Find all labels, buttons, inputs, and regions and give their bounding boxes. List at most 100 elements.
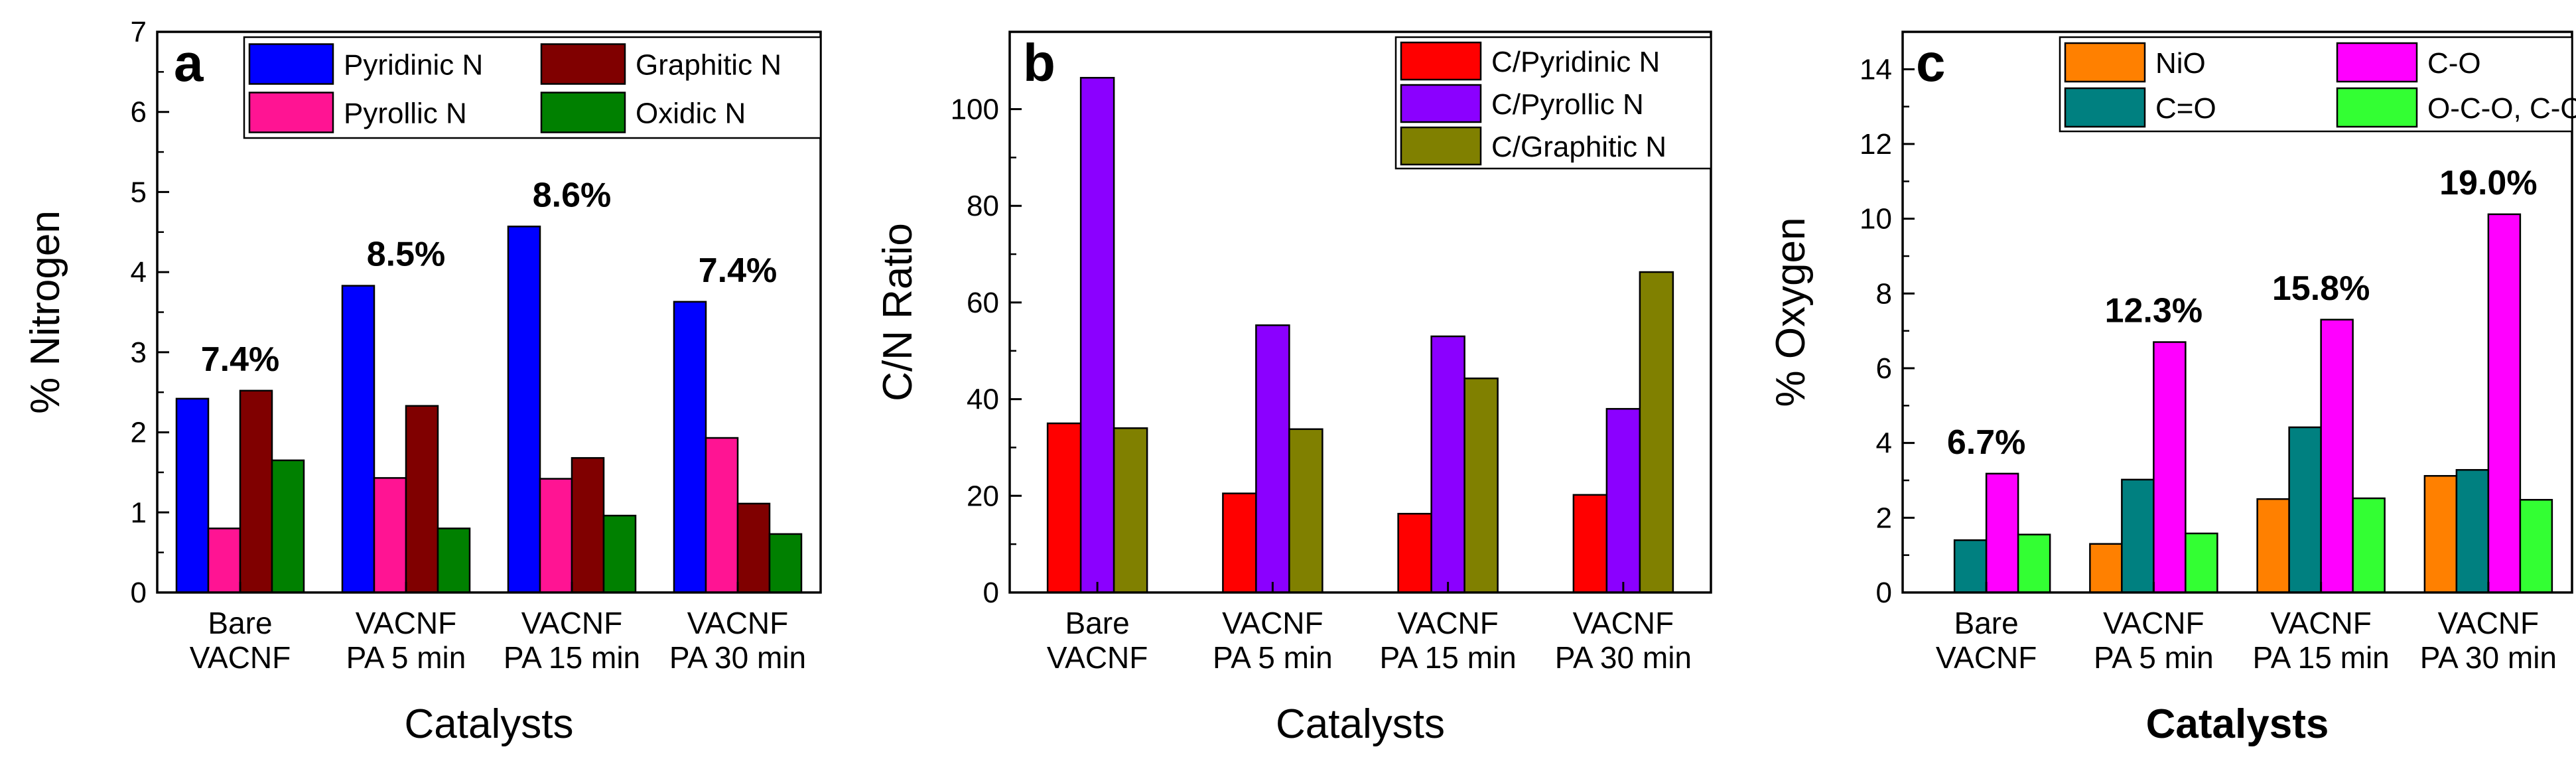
legend-swatch [1400, 41, 1482, 81]
legend-swatch [2336, 42, 2418, 83]
legend-label: Pyridinic N [344, 49, 483, 82]
legend-label: C/Pyridinic N [1491, 46, 1660, 78]
bar-c-o-4 [2487, 213, 2522, 594]
x-tick-label: VACNF [521, 606, 623, 640]
plot-frame [1008, 31, 1712, 594]
bar-oxidic-n-2 [437, 527, 471, 594]
bar-c-o-3 [2288, 426, 2322, 594]
bar-c-o-2 [2153, 341, 2187, 594]
bar-c-pyrollic-n-3 [1430, 335, 1465, 594]
legend-swatch [1400, 126, 1482, 166]
legend-label: O-C-O, C-O-H [2427, 92, 2576, 125]
y-tick-label: 4 [1876, 427, 1892, 460]
x-tick-label: PA 15 min [2252, 640, 2389, 675]
legend-box [243, 36, 822, 139]
y-tick-label: 0 [983, 577, 999, 609]
plot-frame [1901, 31, 2573, 594]
y-tick-label: 8 [1876, 277, 1892, 310]
bar-graphitic-n-2 [405, 405, 439, 594]
percent-annotation: 8.6% [533, 176, 612, 214]
bar-pyridinic-n-4 [673, 301, 707, 594]
x-tick-label: VACNF [190, 640, 291, 675]
bar-pyrollic-n-1 [207, 527, 241, 594]
bar-nio-4 [2423, 474, 2458, 594]
bar-c-pyridinic-n-4 [1572, 494, 1608, 594]
x-tick-label: VACNF [2438, 606, 2540, 640]
bar-o-c-o-c-o-h-1 [2017, 533, 2051, 594]
y-tick-label: 12 [1860, 128, 1892, 161]
y-tick-label: 3 [131, 336, 147, 369]
x-tick-label: PA 30 min [2420, 640, 2557, 675]
bar-nio-2 [2089, 543, 2123, 594]
y-tick-label: 60 [967, 287, 999, 319]
bar-c-o-1 [1985, 472, 2019, 594]
bar-graphitic-n-3 [571, 456, 605, 594]
y-tick-label: 100 [951, 94, 999, 126]
bar-c-pyridinic-n-2 [1222, 492, 1257, 594]
x-tick-label: PA 30 min [1555, 640, 1692, 675]
panel-letter: b [1023, 33, 1055, 92]
legend-label: C=O [2155, 92, 2216, 125]
y-tick-label: 40 [967, 383, 999, 416]
y-tick-label: 1 [131, 496, 147, 529]
x-tick-label: Bare [208, 606, 272, 640]
x-tick-label: VACNF [1047, 640, 1148, 675]
bar-c-pyrollic-n-4 [1605, 407, 1641, 594]
x-axis-title: Catalysts [2146, 701, 2329, 747]
y-tick-label: 20 [967, 480, 999, 512]
x-tick-label: VACNF [1222, 606, 1323, 640]
bar-o-c-o-c-o-h-2 [2185, 532, 2218, 594]
x-tick-label: PA 15 min [504, 640, 640, 675]
bar-o-c-o-c-o-h-3 [2352, 497, 2386, 594]
bar-c-pyrollic-n-1 [1079, 76, 1115, 594]
y-axis-title: C/N Ratio [875, 223, 921, 401]
percent-annotation: 7.4% [201, 340, 280, 379]
legend: C/Pyridinic N C/Pyrollic N C/Graphitic N [1394, 36, 1712, 170]
legend: NiO C=O C-O O-C-O, C-O-H [2059, 36, 2576, 133]
legend-swatch [2336, 87, 2418, 128]
percent-annotation: 12.3% [2105, 292, 2203, 330]
x-tick-label: PA 5 min [346, 640, 466, 675]
y-tick-label: 2 [131, 417, 147, 449]
bar-pyrollic-n-2 [373, 477, 407, 594]
percent-annotation: 6.7% [1947, 423, 2026, 462]
y-tick-label: 80 [967, 190, 999, 222]
x-tick-label: PA 15 min [1379, 640, 1516, 675]
legend-label: C-O [2427, 47, 2481, 80]
x-tick-label: VACNF [2270, 606, 2372, 640]
legend-label: Pyrollic N [344, 98, 467, 130]
legend-swatch [540, 92, 626, 133]
legend-swatch [248, 92, 334, 133]
percent-annotation: 7.4% [699, 251, 778, 290]
x-tick-label: Bare [1954, 606, 2019, 640]
bar-oxidic-n-3 [602, 514, 637, 594]
bar-oxidic-n-4 [768, 533, 803, 594]
legend-swatch [1400, 84, 1482, 123]
bar-pyrollic-n-4 [705, 437, 739, 594]
x-axis-title: Catalysts [1276, 701, 1445, 747]
bar-c-graphitic-n-4 [1639, 271, 1674, 594]
bar-o-c-o-c-o-h-4 [2519, 499, 2553, 594]
legend-swatch [540, 43, 626, 85]
legend: Pyridinic N Pyrollic N Graphitic N Oxidic N [243, 36, 822, 139]
x-tick-label: PA 5 min [2094, 640, 2214, 675]
x-tick-label: PA 5 min [1213, 640, 1333, 675]
x-tick-label: VACNF [687, 606, 789, 640]
y-tick-label: 10 [1860, 203, 1892, 236]
x-tick-label: VACNF [1936, 640, 2037, 675]
legend-swatch [2064, 42, 2146, 83]
legend-swatch [248, 43, 334, 85]
bar-oxidic-n-1 [271, 459, 305, 594]
bar-graphitic-n-4 [736, 502, 771, 594]
x-tick-label: VACNF [2103, 606, 2204, 640]
y-tick-label: 14 [1860, 53, 1892, 86]
bar-pyridinic-n-2 [341, 285, 375, 594]
x-tick-label: Bare [1065, 606, 1130, 640]
percent-annotation: 19.0% [2439, 164, 2537, 202]
y-tick-label: 7 [131, 16, 147, 48]
y-tick-label: 6 [131, 96, 147, 129]
y-axis-title: % Nitrogen [23, 210, 68, 414]
legend-swatch [2064, 87, 2146, 128]
y-tick-label: 0 [131, 577, 147, 609]
